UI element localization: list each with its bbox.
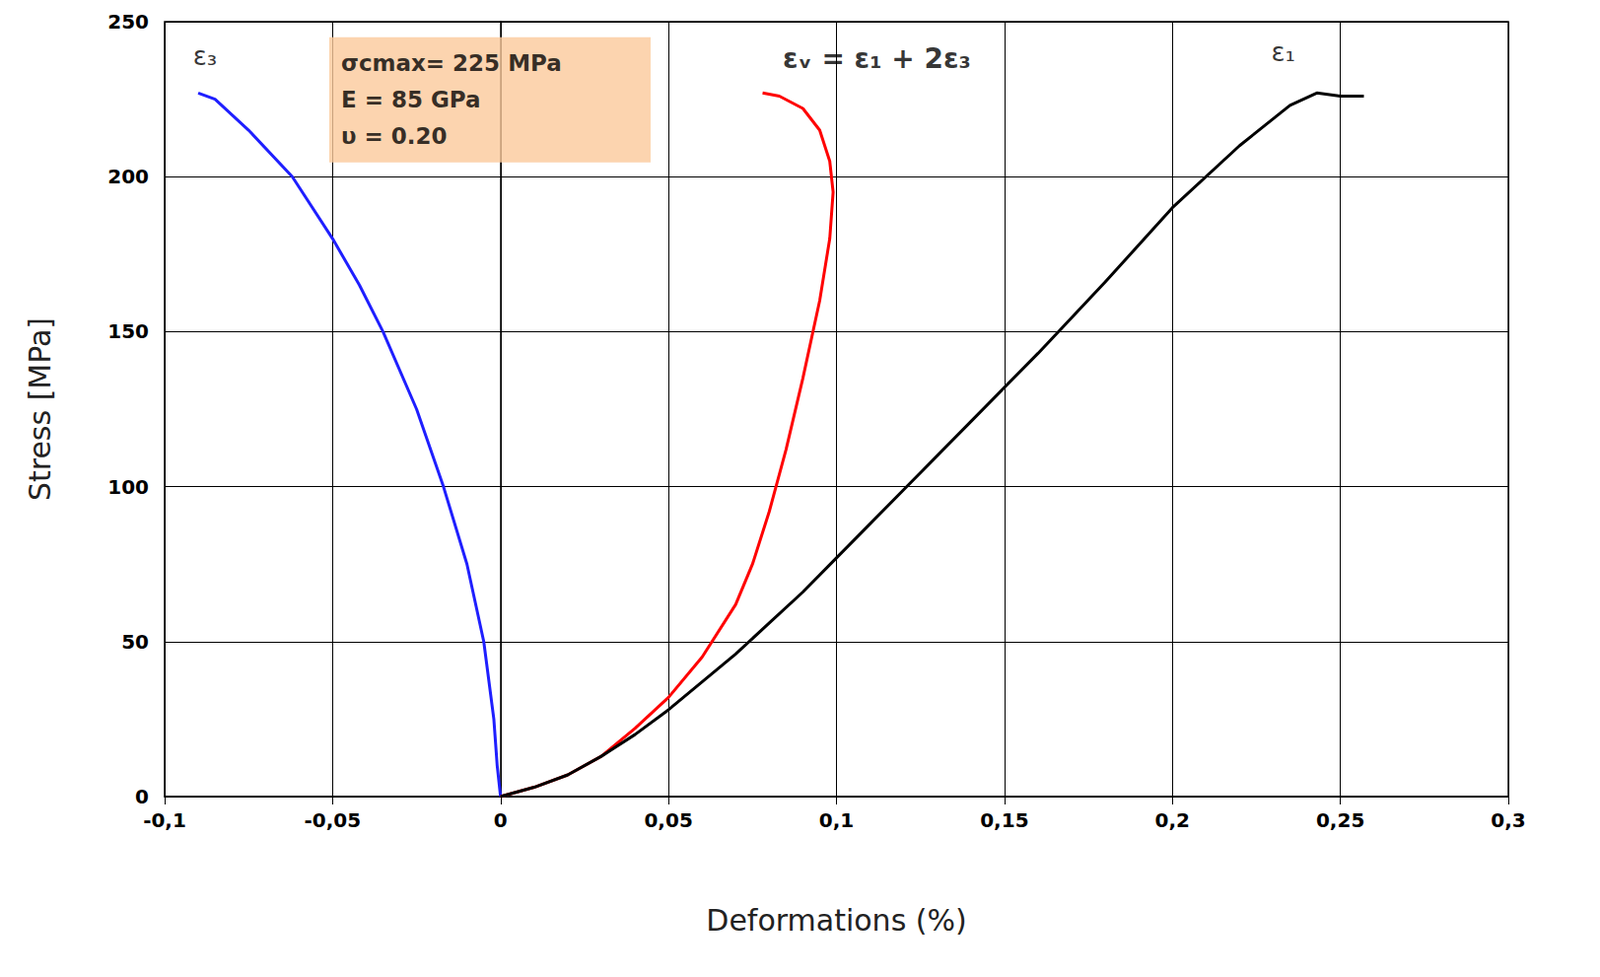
svg-text:Stress [MPa]: Stress [MPa] [22,317,58,501]
svg-text:Deformations (%): Deformations (%) [705,903,967,938]
svg-text:150: 150 [107,319,149,344]
svg-text:0,05: 0,05 [643,808,693,833]
svg-text:υ = 0.20: υ = 0.20 [341,123,448,149]
svg-text:-0,1: -0,1 [142,808,187,833]
svg-text:0,3: 0,3 [1490,808,1526,833]
svg-text:0: 0 [135,784,149,809]
svg-text:100: 100 [107,475,149,499]
svg-text:250: 250 [107,9,149,34]
svg-text:-0,05: -0,05 [304,808,362,833]
svg-text:50: 50 [121,629,149,654]
svg-text:ε₃: ε₃ [193,41,217,71]
svg-text:0,2: 0,2 [1155,808,1190,833]
svg-text:σcmax= 225 MPa: σcmax= 225 MPa [341,50,562,76]
svg-text:0,15: 0,15 [979,808,1029,833]
svg-text:0: 0 [493,808,508,833]
svg-text:εᵥ = ε₁ + 2ε₃: εᵥ = ε₁ + 2ε₃ [782,42,972,75]
svg-text:0,25: 0,25 [1316,808,1365,833]
svg-text:0,1: 0,1 [819,808,854,833]
svg-text:ε₁: ε₁ [1270,37,1295,68]
svg-text:200: 200 [107,164,149,189]
svg-text:E = 85 GPa: E = 85 GPa [341,86,482,113]
